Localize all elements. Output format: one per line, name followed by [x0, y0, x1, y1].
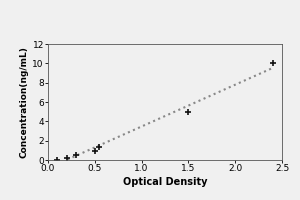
X-axis label: Optical Density: Optical Density: [123, 177, 207, 187]
Y-axis label: Concentration(ng/mL): Concentration(ng/mL): [19, 46, 28, 158]
